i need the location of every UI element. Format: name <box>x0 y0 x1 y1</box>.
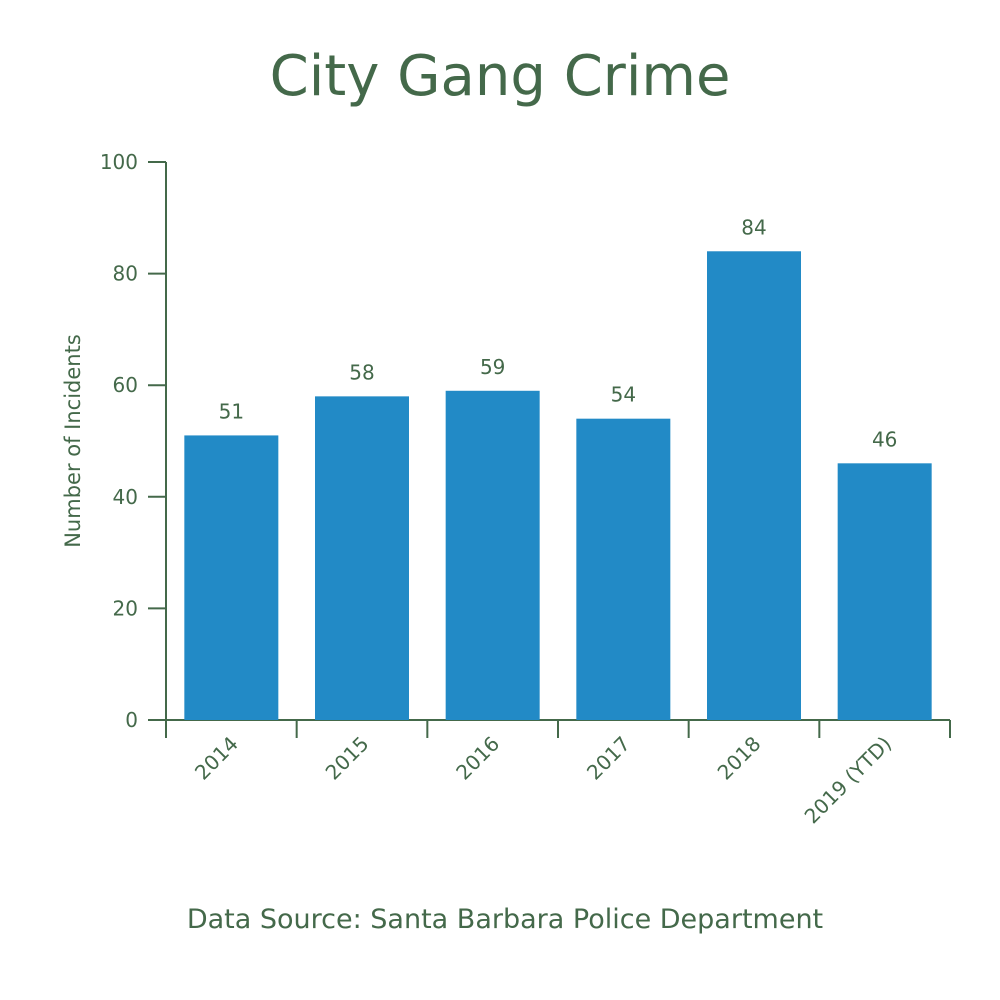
bar-value-label: 46 <box>872 427 897 451</box>
bar-value-label: 84 <box>741 215 766 239</box>
bars: 51 58 59 54 84 46 <box>184 215 932 720</box>
x-tick-label: 2019 (YTD) <box>800 732 897 829</box>
x-tick-label: 2014 <box>190 732 243 785</box>
y-tick-label: 20 <box>113 596 138 620</box>
x-tick-label: 2018 <box>713 732 766 785</box>
bar-value-label: 54 <box>611 383 636 407</box>
bar <box>184 435 279 720</box>
x-tick-label: 2015 <box>321 732 374 785</box>
y-tick-label: 80 <box>113 262 138 286</box>
chart-title: City Gang Crime <box>270 44 731 109</box>
bar-value-label: 51 <box>219 399 244 423</box>
bar-value-label: 59 <box>480 355 505 379</box>
bar <box>315 396 409 720</box>
x-tick-label: 2016 <box>451 732 504 785</box>
y-ticks: 0 20 40 60 80 100 <box>100 150 166 732</box>
bar <box>837 463 932 720</box>
y-tick-label: 40 <box>113 485 138 509</box>
bar <box>445 390 540 720</box>
x-tick-label: 2017 <box>582 732 635 785</box>
y-axis-label: Number of Incidents <box>61 334 85 548</box>
data-source: Data Source: Santa Barbara Police Depart… <box>187 904 823 935</box>
y-tick-label: 60 <box>113 373 138 397</box>
bar-value-label: 58 <box>349 360 374 384</box>
y-tick-label: 100 <box>100 150 138 174</box>
y-tick-label: 0 <box>125 708 138 732</box>
x-ticks: 2014 2015 2016 2017 2018 2019 (YTD) <box>165 720 951 829</box>
bar <box>707 251 801 720</box>
bar <box>576 418 671 720</box>
